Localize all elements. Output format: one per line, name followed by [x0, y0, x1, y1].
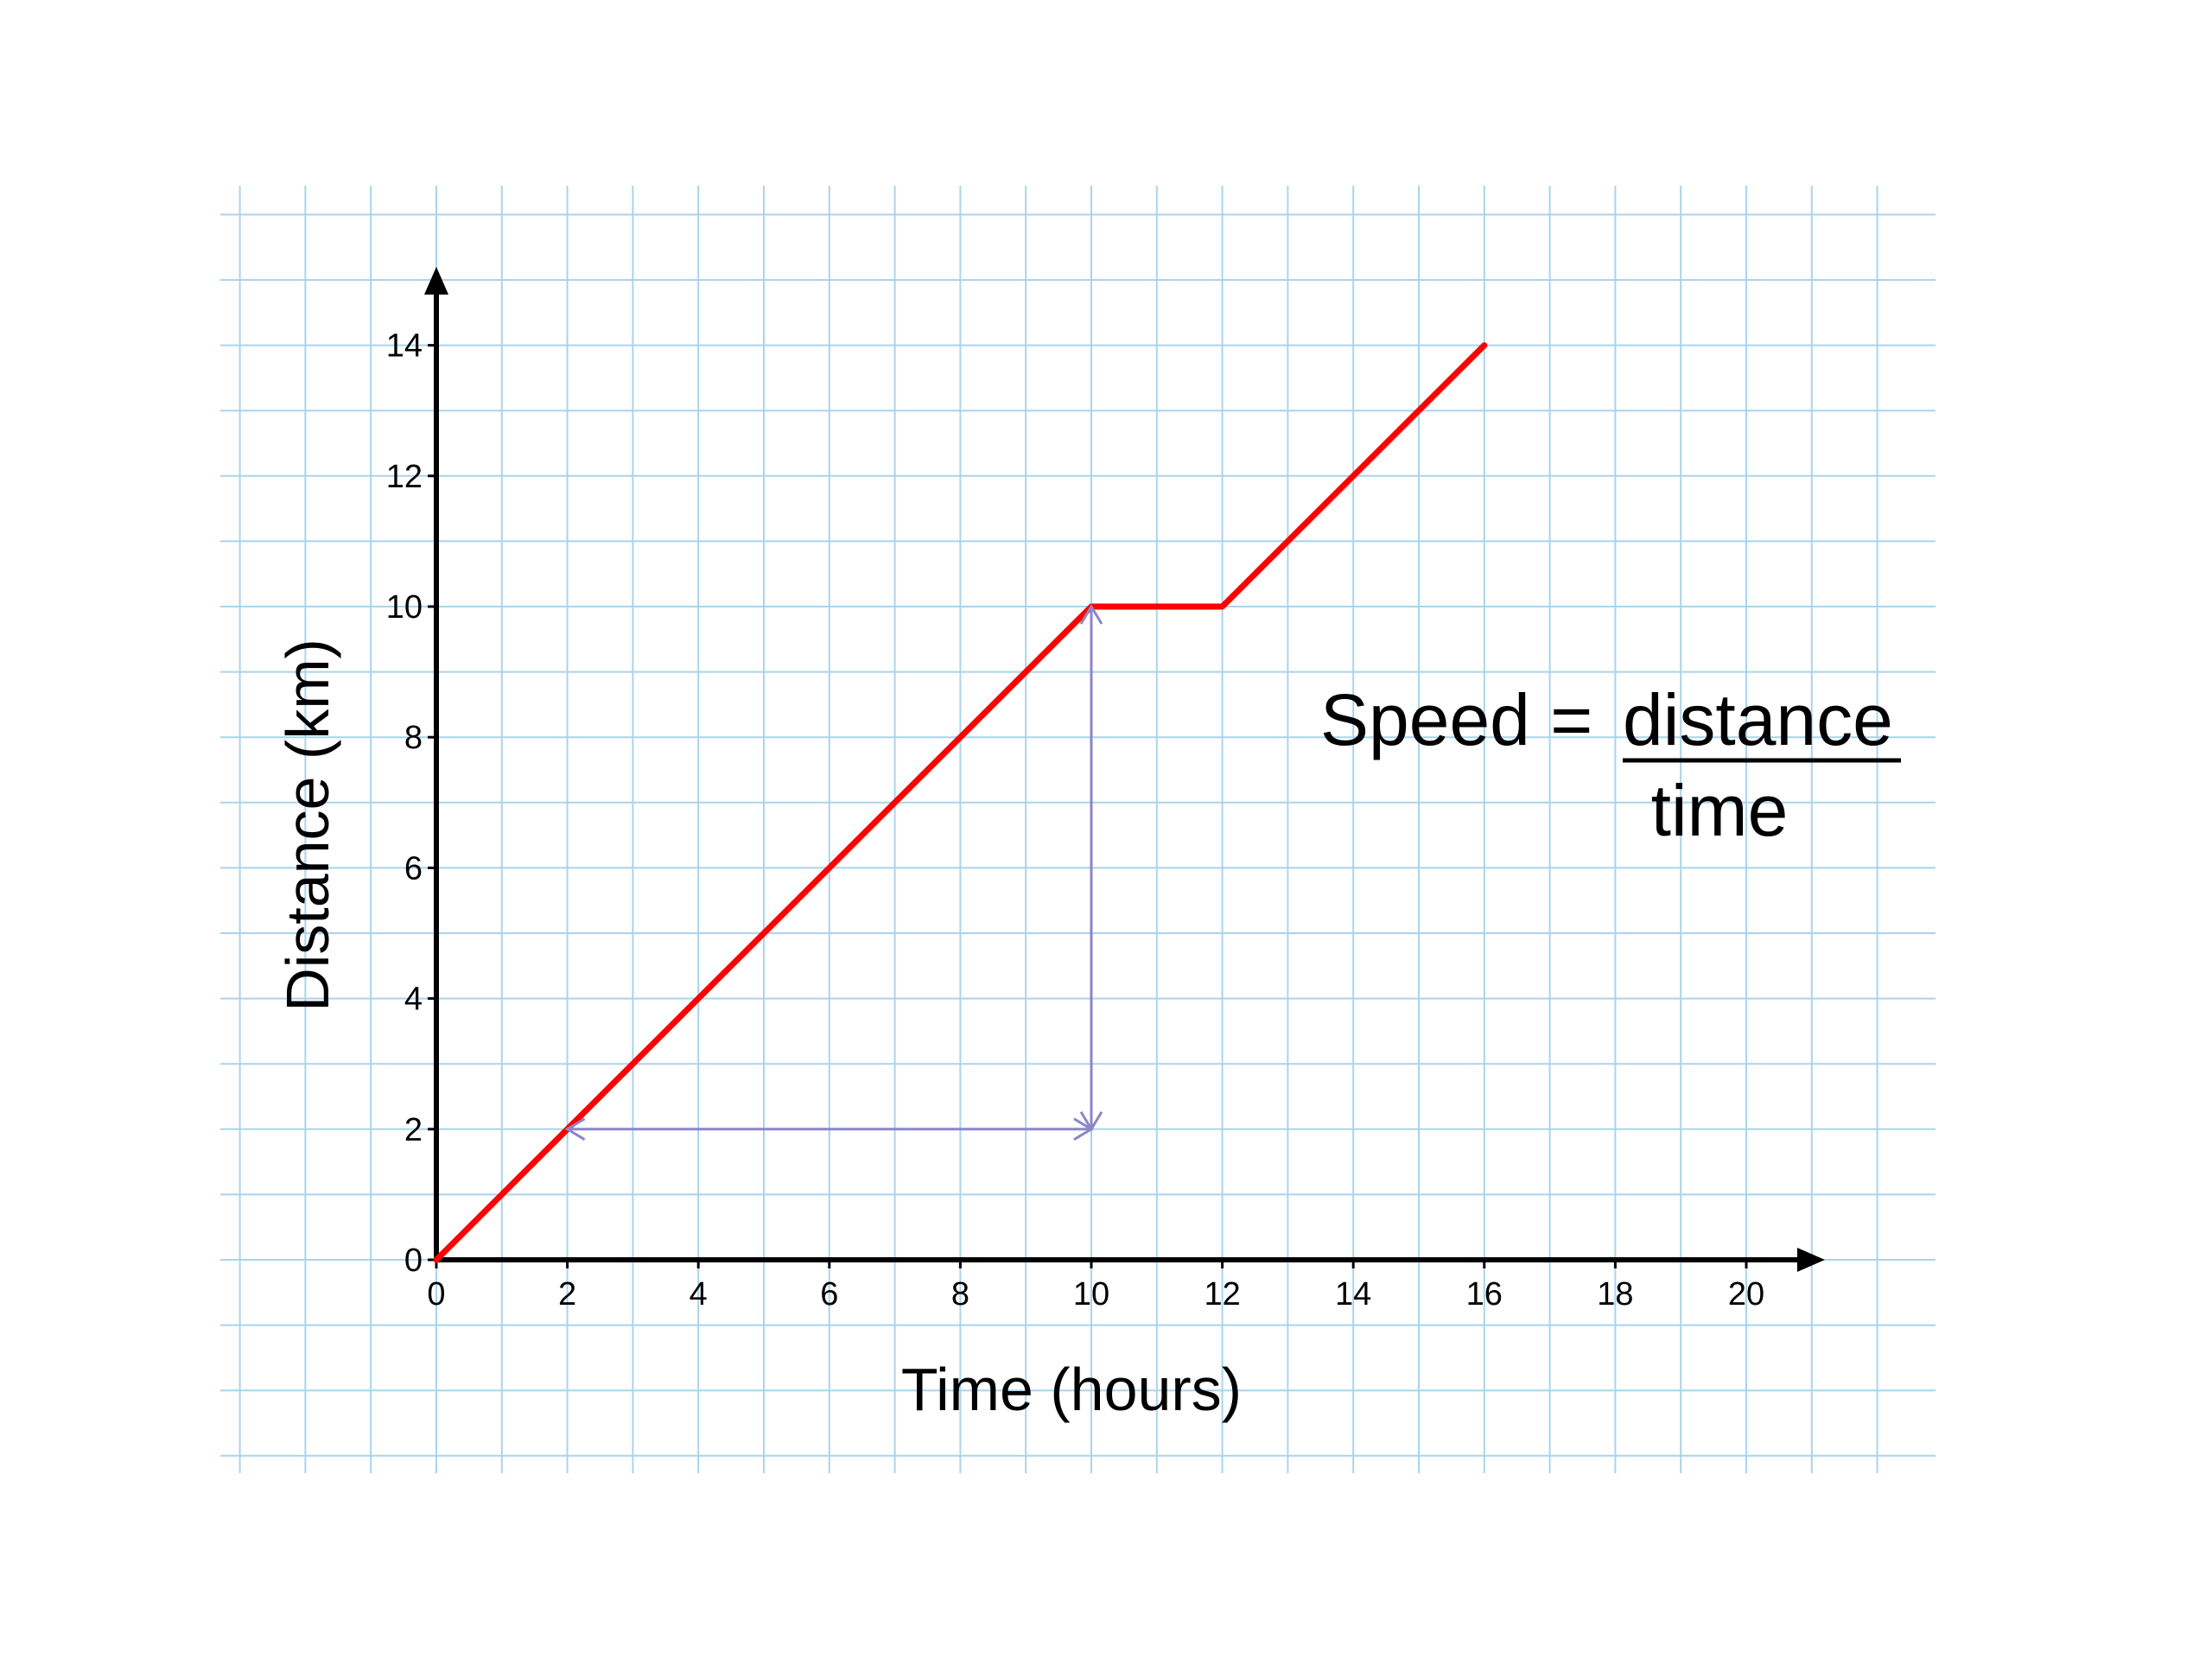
speed-formula: Speed = distance time — [1320, 679, 1901, 851]
y-tick-label: 10 — [386, 589, 423, 626]
y-tick-label: 0 — [404, 1243, 423, 1279]
y-tick-label: 4 — [404, 982, 423, 1018]
y-tick-label: 6 — [404, 850, 423, 887]
axes — [424, 266, 1825, 1272]
x-tick-label: 14 — [1335, 1276, 1371, 1313]
x-tick-label: 20 — [1728, 1276, 1764, 1313]
horizontal-arrowhead-left — [564, 1117, 586, 1141]
x-tick-label: 18 — [1597, 1276, 1633, 1313]
x-tick-label: 8 — [951, 1276, 969, 1313]
y-tick-label: 8 — [404, 720, 423, 756]
vertical-arrowhead-top — [1079, 604, 1103, 625]
x-tick-label: 0 — [427, 1276, 445, 1313]
formula-denominator: time — [1651, 770, 1789, 851]
speed-line-series — [433, 342, 1488, 1263]
y-axis-arrowhead — [424, 266, 448, 295]
x-tick-label: 6 — [820, 1276, 838, 1313]
formula-numerator: distance — [1623, 679, 1893, 760]
x-tick-label: 2 — [558, 1276, 576, 1313]
x-tick-label: 12 — [1204, 1276, 1240, 1313]
y-tick-label: 12 — [386, 459, 423, 495]
x-tick-label: 16 — [1466, 1276, 1503, 1313]
x-tick-label: 10 — [1073, 1276, 1109, 1313]
annotation-arrows — [564, 604, 1103, 1141]
y-axis-title: Distance (km) — [274, 639, 341, 1012]
x-tick-label: 4 — [690, 1276, 708, 1313]
formula-lhs: Speed = — [1320, 679, 1592, 760]
y-tick-label: 14 — [386, 328, 423, 365]
vertical-arrowhead-bottom — [1079, 1111, 1103, 1132]
y-tick-label: 2 — [404, 1112, 423, 1148]
x-axis-title: Time (hours) — [901, 1356, 1242, 1423]
tick-labels: 0 2 4 6 8 10 12 14 16 18 20 0 2 4 6 8 10 12 14 — [386, 328, 1764, 1313]
x-axis-arrowhead — [1796, 1248, 1825, 1272]
